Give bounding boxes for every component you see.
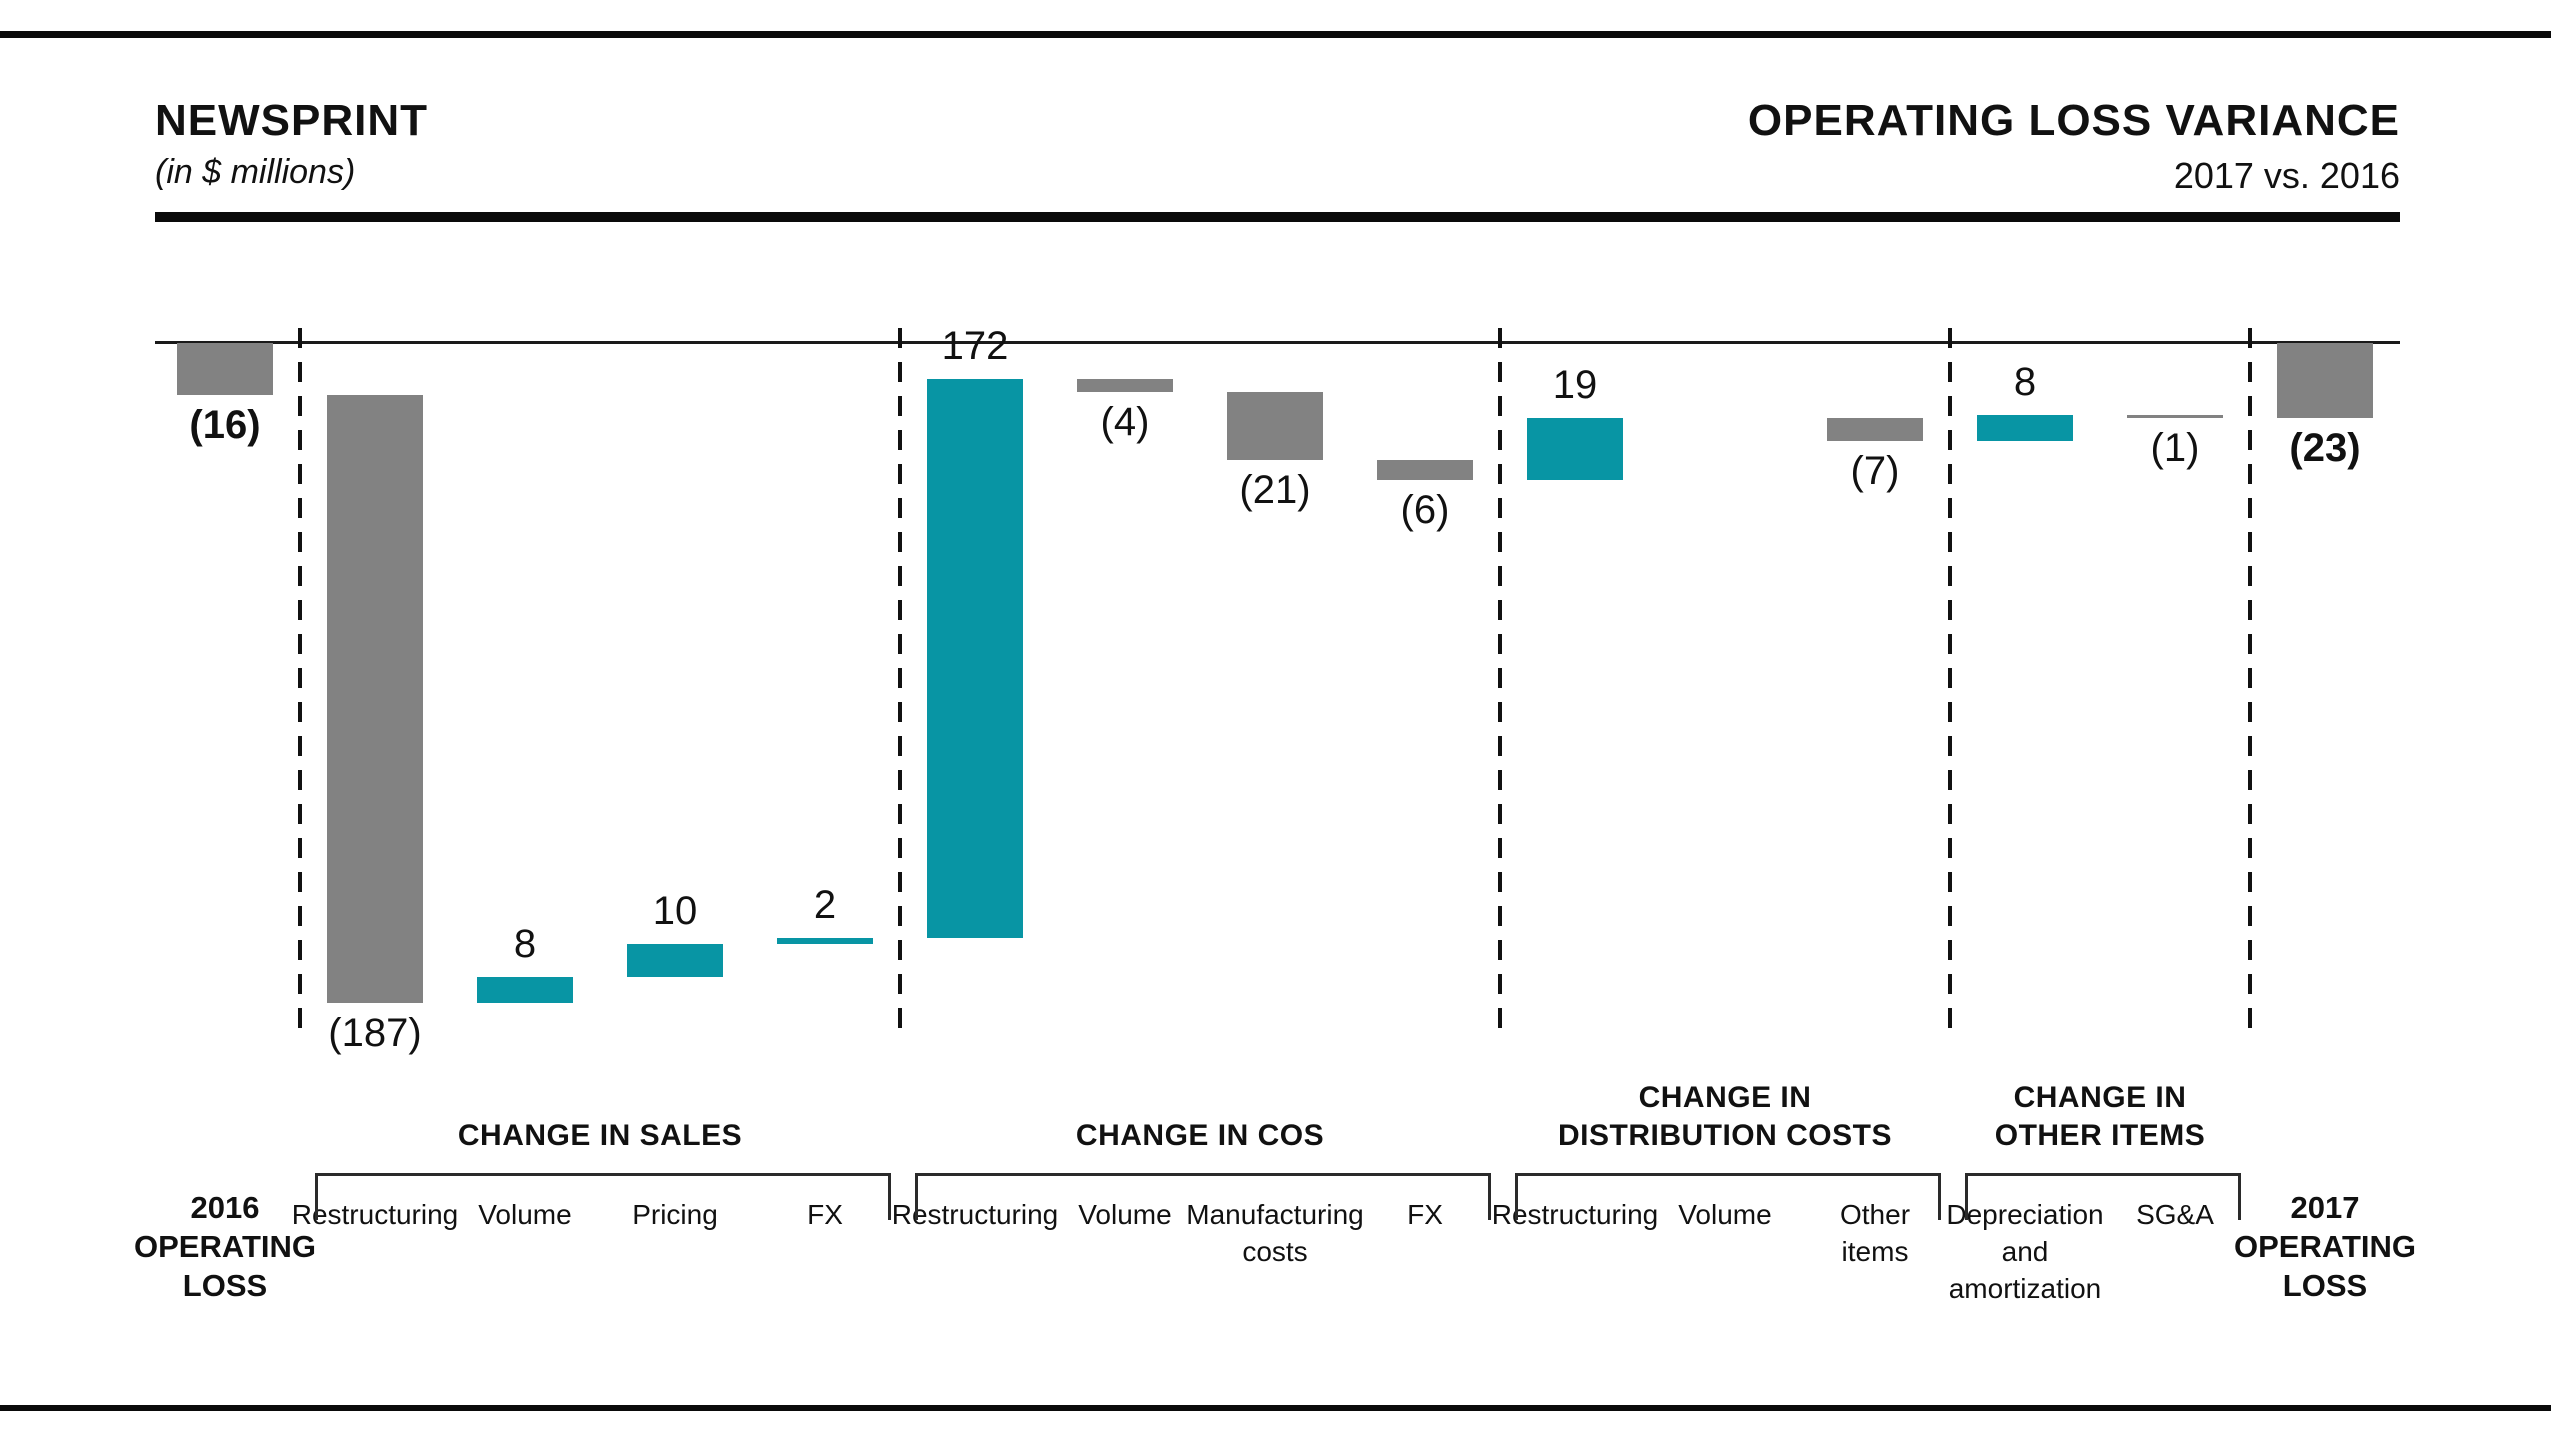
bar-value-label-cos-restructuring: 172 — [941, 323, 1009, 368]
axis-label-other-sga: SG&A — [2136, 1199, 2214, 1230]
zero-axis-line — [155, 341, 2400, 344]
bar-value-label-sales-fx: 2 — [813, 882, 837, 927]
axis-label-sales-fx: FX — [807, 1199, 843, 1230]
top-rule — [0, 31, 2551, 38]
bar-2017-operating-loss — [2277, 343, 2373, 418]
group-bracket-change-in-distribution-costs — [1515, 1173, 1941, 1220]
chart-title: NEWSPRINT — [155, 96, 428, 145]
axis-label-distribution-volume: Volume — [1678, 1199, 1772, 1230]
bar-cos-fx — [1377, 460, 1473, 480]
bar-sales-pricing — [627, 944, 723, 977]
group-bracket-change-in-other-items — [1965, 1173, 2241, 1220]
axis-label-cos-manufacturing-costs: Manufacturing costs — [1186, 1199, 1364, 1267]
section-divider-dashed-line — [2248, 328, 2252, 1040]
bar-value-label-distribution-other-items: (7) — [1850, 448, 1900, 493]
bar-value-label-sales-restructuring: (187) — [328, 1010, 422, 1055]
bar-sales-restructuring — [327, 395, 423, 1003]
bar-value-label-cos-manufacturing-costs: (21) — [1239, 468, 1311, 512]
group-title-change-in-other-items: CHANGE IN OTHER ITEMS — [1994, 1081, 2206, 1152]
bar-value-label-other-depreciation-and-amortization: 8 — [2013, 359, 2037, 404]
header-underline — [155, 212, 2400, 222]
bar-sales-fx — [777, 937, 873, 945]
section-divider-dashed-line — [1498, 328, 1502, 1040]
bar-value-label-other-sga: (1) — [2150, 425, 2200, 470]
axis-label-cos-restructuring: Restructuring — [891, 1199, 1059, 1230]
group-title-change-in-sales: CHANGE IN SALES — [457, 1119, 743, 1152]
section-divider-dashed-line — [298, 328, 302, 1040]
axis-label-other-depreciation-and-amortization: Depreciation and amortization — [1946, 1199, 2104, 1304]
section-divider-dashed-line — [1948, 328, 1952, 1040]
group-bracket-change-in-sales — [315, 1173, 891, 1220]
axis-label-2017-operating-loss: 2017 OPERATING LOSS — [2234, 1190, 2416, 1303]
bar-distribution-other-items — [1827, 417, 1923, 441]
bar-other-depreciation-and-amortization — [1977, 414, 2073, 441]
bar-distribution-restructuring — [1527, 417, 1623, 480]
bar-value-label-sales-volume: 8 — [513, 921, 537, 966]
bar-2016-operating-loss — [177, 343, 273, 395]
bottom-rule — [0, 1405, 2551, 1411]
axis-label-sales-volume: Volume — [478, 1199, 572, 1230]
axis-label-cos-volume: Volume — [1078, 1199, 1172, 1230]
chart-subject-title: OPERATING LOSS VARIANCE — [1747, 96, 2400, 145]
bar-value-label-cos-volume: (4) — [1100, 399, 1150, 444]
bar-value-label-sales-pricing: 10 — [652, 889, 698, 934]
units-label: (in $ millions) — [155, 153, 356, 191]
group-title-change-in-cos: CHANGE IN COS — [1075, 1119, 1325, 1152]
bar-value-label-distribution-restructuring: 19 — [1552, 362, 1598, 407]
bar-value-label-2017-operating-loss: (23) — [2289, 425, 2361, 470]
bar-value-label-cos-fx: (6) — [1400, 487, 1450, 532]
comparison-period-label: 2017 vs. 2016 — [2173, 155, 2400, 196]
axis-label-sales-pricing: Pricing — [632, 1199, 718, 1230]
axis-label-distribution-restructuring: Restructuring — [1491, 1199, 1659, 1230]
axis-label-2016-operating-loss: 2016 OPERATING LOSS — [134, 1190, 316, 1303]
bar-cos-manufacturing-costs — [1227, 391, 1323, 460]
axis-label-sales-restructuring: Restructuring — [291, 1199, 459, 1230]
section-divider-dashed-line — [898, 328, 902, 1040]
bar-other-sga — [2127, 414, 2223, 418]
group-bracket-change-in-cos — [915, 1173, 1491, 1220]
bar-sales-volume — [477, 976, 573, 1003]
axis-label-cos-fx: FX — [1407, 1199, 1443, 1230]
axis-label-distribution-other-items: Other items — [1839, 1199, 1911, 1267]
bar-value-label-2016-operating-loss: (16) — [189, 403, 261, 447]
bar-cos-restructuring — [927, 378, 1023, 938]
bar-cos-volume — [1077, 378, 1173, 392]
group-title-change-in-distribution-costs: CHANGE IN DISTRIBUTION COSTS — [1557, 1081, 1892, 1152]
